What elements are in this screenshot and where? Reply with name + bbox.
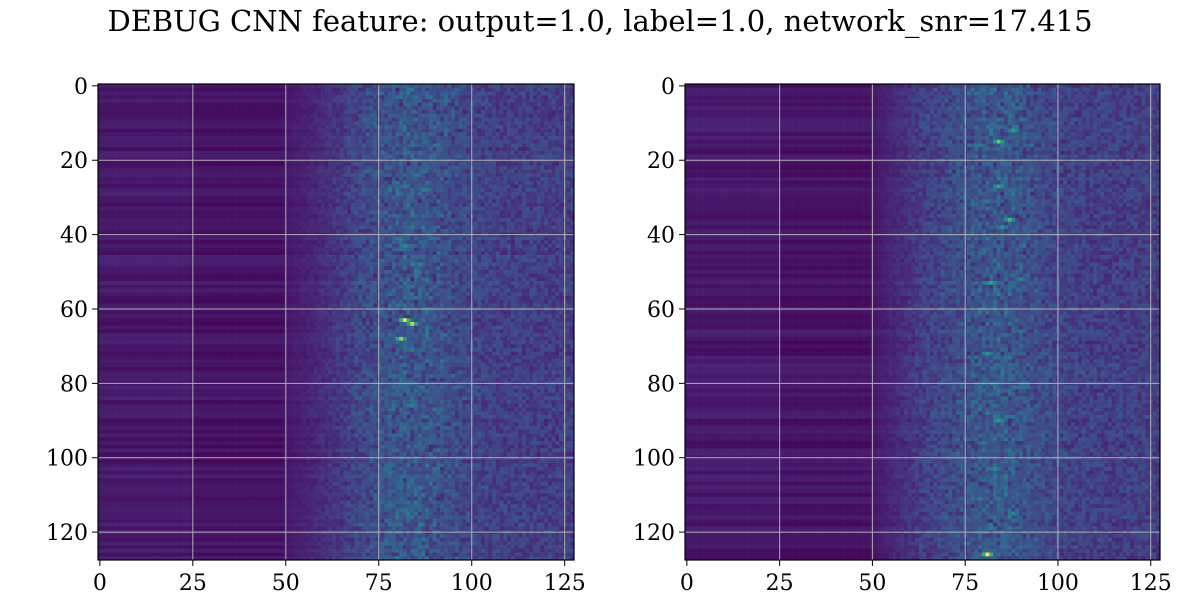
y-tick-label: 120 (633, 521, 675, 546)
y-tick-label: 0 (74, 75, 88, 100)
y-axis: 0 20 40 60 80 100 120 (46, 75, 98, 546)
heatmap-panel-right: 0 25 50 75 100 125 0 20 40 60 80 100 120 (633, 75, 1172, 596)
y-tick-label: 40 (60, 224, 88, 249)
y-tick-label: 60 (60, 298, 88, 323)
y-tick-label: 120 (46, 521, 88, 546)
y-tick-label: 80 (60, 372, 88, 397)
x-tick-label: 25 (766, 571, 794, 596)
gridlines (685, 84, 1160, 560)
heatmap-cells (685, 84, 1161, 561)
x-tick-label: 75 (951, 571, 979, 596)
y-axis: 0 20 40 60 80 100 120 (633, 75, 685, 546)
axes-frame (684, 83, 1161, 561)
y-tick-label: 100 (633, 447, 675, 472)
heatmap-cells (98, 84, 575, 561)
x-tick-label: 0 (93, 571, 107, 596)
y-tick-label: 20 (60, 149, 88, 174)
x-tick-label: 0 (680, 571, 694, 596)
x-tick-label: 75 (365, 571, 393, 596)
axes-frame (97, 83, 575, 561)
figure-title: DEBUG CNN feature: output=1.0, label=1.0… (0, 4, 1200, 38)
x-tick-label: 125 (1130, 571, 1172, 596)
y-tick-label: 40 (647, 224, 675, 249)
x-tick-label: 125 (544, 571, 586, 596)
x-tick-label: 100 (451, 571, 493, 596)
y-tick-label: 60 (647, 298, 675, 323)
y-tick-label: 80 (647, 372, 675, 397)
y-tick-label: 0 (661, 75, 675, 100)
x-tick-label: 50 (858, 571, 886, 596)
x-tick-label: 25 (179, 571, 207, 596)
x-axis: 0 25 50 75 100 125 (680, 560, 1172, 596)
heatmap-panel-left: 0 25 50 75 100 125 0 20 40 60 80 100 120 (46, 75, 586, 596)
y-tick-label: 20 (647, 149, 675, 174)
x-axis: 0 25 50 75 100 125 (93, 560, 586, 596)
y-tick-label: 100 (46, 447, 88, 472)
x-tick-label: 100 (1037, 571, 1079, 596)
x-tick-label: 50 (272, 571, 300, 596)
gridlines (98, 84, 574, 560)
